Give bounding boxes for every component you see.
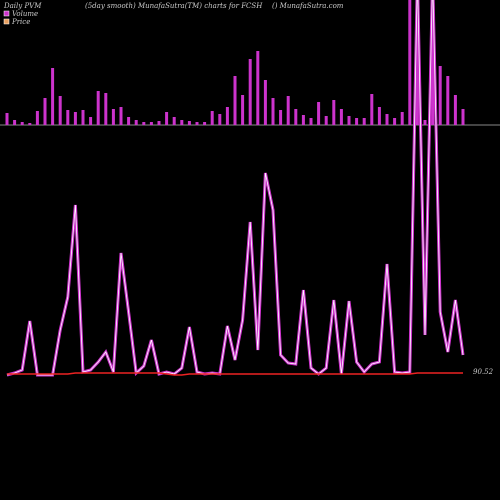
volume-bar (119, 107, 123, 125)
volume-bar (446, 76, 450, 125)
chart-subtitle: (5day smooth) MunafaSutra(TM) charts for… (85, 2, 263, 10)
volume-bar (461, 109, 465, 125)
volume-bar (218, 114, 222, 125)
volume-bar (256, 51, 260, 125)
volume-bar (127, 117, 131, 125)
volume-bar (210, 111, 214, 125)
volume-bar (149, 122, 153, 125)
pvm-line (6, 0, 465, 377)
volume-bar (81, 110, 85, 125)
volume-bar (195, 122, 199, 125)
legend-label: Volume (12, 10, 38, 18)
volume-bar (73, 112, 77, 125)
legend-swatch (3, 10, 10, 17)
volume-bar (271, 98, 275, 125)
volume-bar (20, 122, 24, 125)
volume-bar (408, 0, 412, 125)
volume-bar (13, 120, 17, 125)
volume-bar (43, 98, 47, 125)
volume-bar (111, 109, 115, 125)
legend-label: Price (11, 18, 30, 26)
volume-bar (453, 95, 457, 125)
volume-bar (225, 107, 229, 125)
volume-bar (415, 0, 419, 125)
source: () MunafaSutra.com (272, 2, 344, 10)
volume-bar (301, 115, 305, 125)
volume-bar (385, 114, 389, 125)
volume-bar (400, 112, 404, 125)
volume-bar (142, 122, 146, 125)
last-value-label: 90.52 (473, 368, 494, 376)
volume-bar (286, 96, 290, 125)
volume-bar (309, 118, 313, 125)
volume-bar (5, 113, 9, 125)
volume-bar (187, 121, 191, 125)
volume-bar (96, 91, 100, 125)
volume-bar (370, 94, 374, 125)
volume-bar (58, 96, 62, 125)
volume-bar (35, 111, 39, 125)
volume-bar (28, 123, 32, 125)
volume-bar (134, 120, 138, 125)
volume-bar (157, 121, 161, 125)
volume-bar (438, 66, 442, 125)
volume-bar (172, 117, 176, 125)
volume-bar (66, 110, 70, 125)
volume-bar (355, 118, 359, 125)
legend-swatch (3, 18, 10, 25)
volume-bar (347, 116, 351, 125)
volume-bar (423, 120, 427, 125)
volume-bar (165, 112, 169, 125)
volume-bar (233, 76, 237, 125)
volume-bar (203, 122, 207, 125)
volume-bar (294, 109, 298, 125)
volume-bar (324, 116, 328, 125)
volume-bar (104, 93, 108, 125)
pvm-line-highlight (6, 0, 464, 376)
volume-bar (180, 120, 184, 125)
volume-bar (279, 110, 283, 125)
volume-bar (393, 118, 397, 125)
volume-bar (431, 0, 435, 125)
volume-bar (317, 102, 321, 125)
price-line (7, 372, 463, 376)
chart-title: Daily PVM (3, 2, 42, 10)
volume-bar (89, 117, 93, 125)
volume-bar (377, 107, 381, 125)
volume-bar (362, 118, 366, 125)
volume-bar (241, 95, 245, 125)
volume-bar (263, 80, 267, 125)
volume-bar (339, 109, 343, 125)
volume-bar (248, 59, 252, 125)
volume-bar (332, 100, 336, 125)
volume-bar (51, 68, 55, 125)
